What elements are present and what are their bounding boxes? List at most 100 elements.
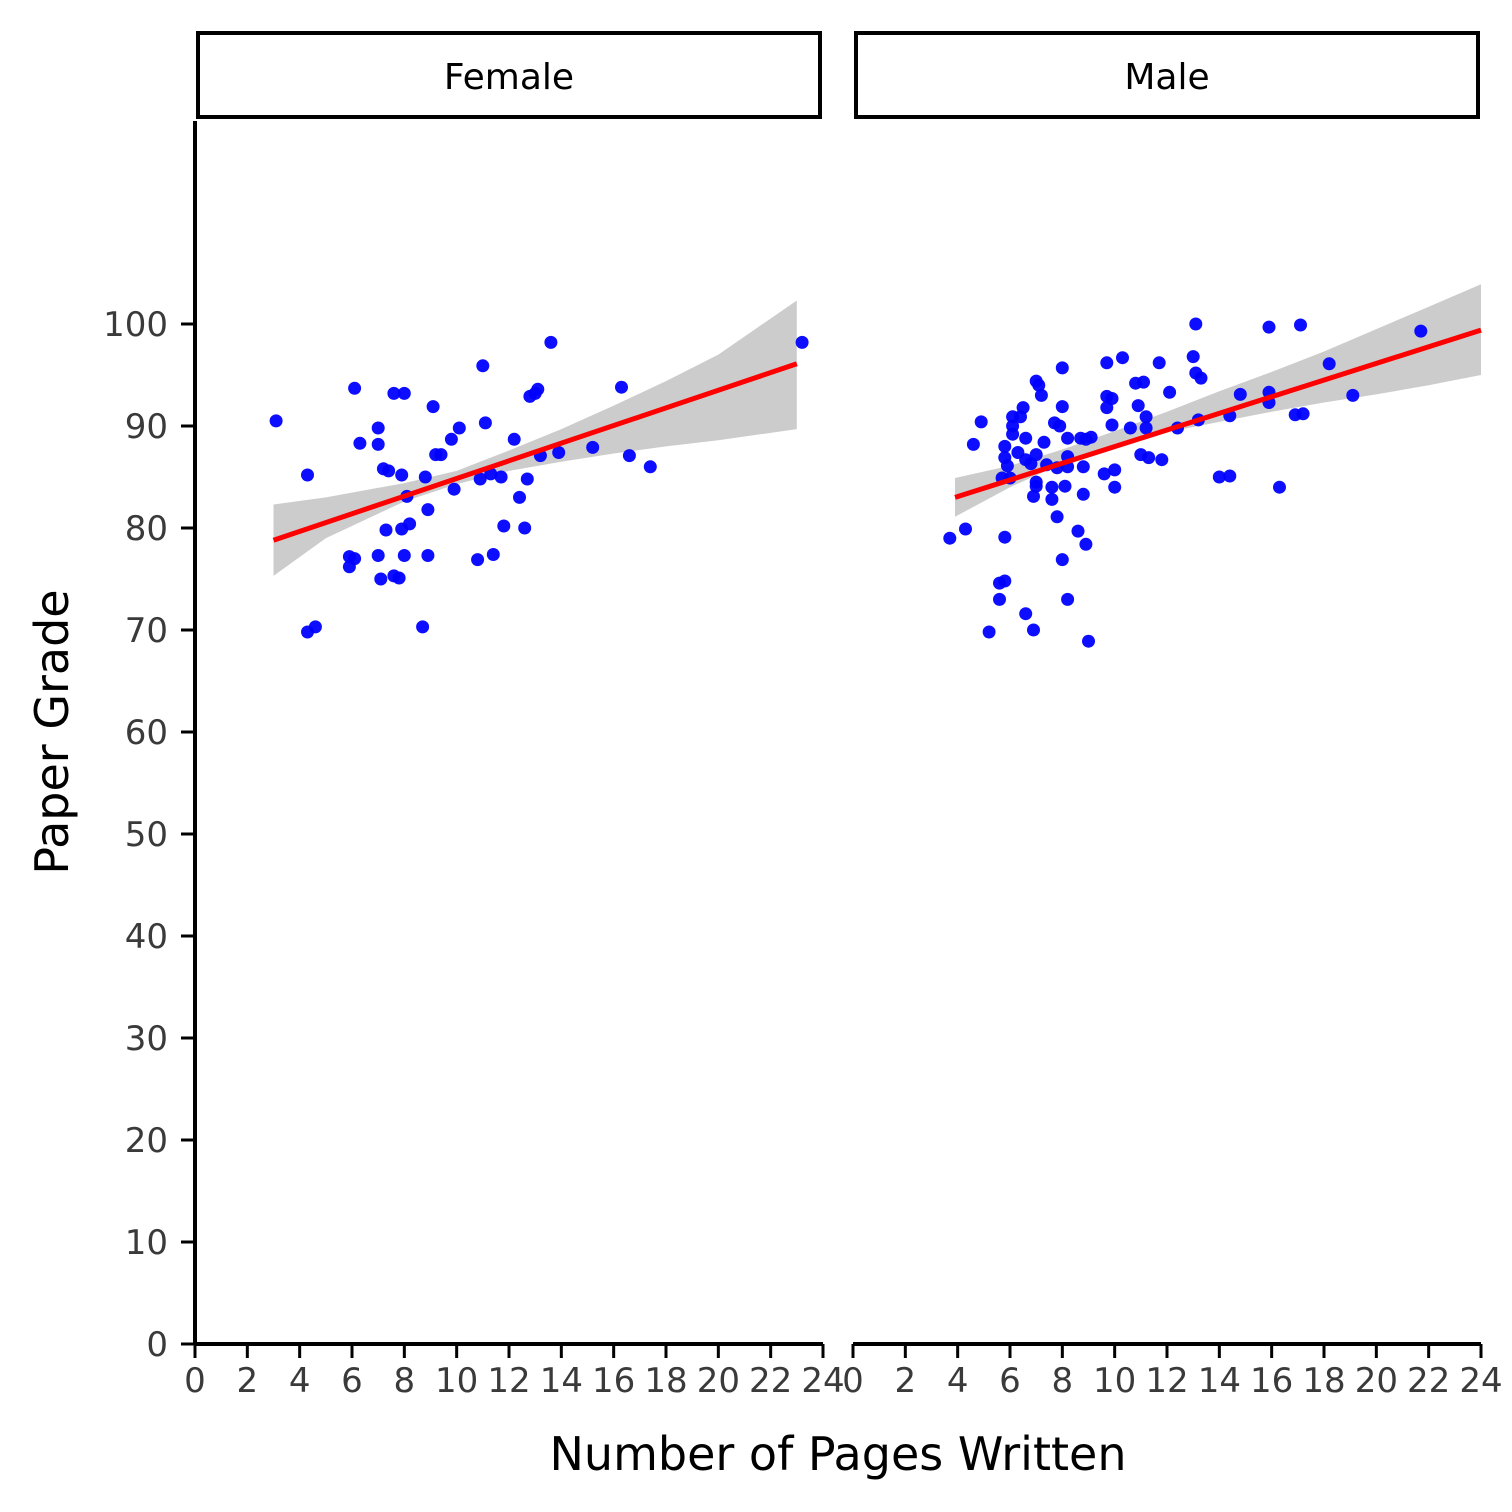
data-point	[1186, 350, 1200, 364]
data-point	[1273, 480, 1286, 494]
x-tick-label: 8	[1052, 1361, 1074, 1401]
data-point	[1027, 623, 1040, 637]
data-point	[452, 421, 466, 435]
data-point	[494, 470, 508, 484]
data-point	[403, 517, 417, 531]
data-point	[1027, 489, 1040, 503]
data-point	[395, 468, 409, 482]
data-point	[531, 382, 545, 396]
data-point	[1131, 399, 1145, 413]
x-tick-label: 20	[1355, 1361, 1398, 1401]
data-point	[1262, 320, 1276, 334]
y-tick-label: 0	[146, 1325, 168, 1365]
data-point	[1006, 427, 1020, 441]
data-point	[998, 574, 1012, 588]
data-point	[943, 531, 957, 545]
data-point	[1108, 463, 1122, 477]
data-point	[269, 414, 283, 428]
data-point	[1223, 469, 1237, 483]
data-point	[348, 552, 362, 566]
data-point	[434, 448, 448, 462]
data-point	[1058, 479, 1072, 493]
data-point	[1100, 356, 1114, 370]
x-tick-label: 24	[801, 1361, 844, 1401]
data-point	[1139, 410, 1153, 424]
y-axis: 0 10 20 30 40 50 60 70 80 90 100	[103, 121, 197, 1365]
x-tick-label: 4	[947, 1361, 969, 1401]
data-point	[1055, 361, 1069, 375]
facet-strip-label: Male	[1124, 57, 1209, 98]
data-point	[1084, 430, 1098, 444]
data-point	[1139, 421, 1153, 435]
data-point	[421, 549, 435, 562]
y-tick-label: 10	[125, 1223, 168, 1263]
data-point	[982, 625, 996, 639]
y-tick-label: 60	[125, 713, 168, 753]
data-point	[1233, 387, 1247, 401]
x-tick-label: 22	[1407, 1361, 1450, 1401]
x-tick-label: 6	[999, 1361, 1021, 1401]
data-point	[1071, 524, 1085, 538]
data-point	[371, 549, 385, 562]
data-point	[382, 464, 396, 478]
data-point	[1108, 480, 1122, 494]
x-tick-label: 16	[592, 1361, 635, 1401]
y-tick-label: 100	[103, 305, 168, 345]
data-point	[795, 335, 809, 349]
data-point	[552, 446, 566, 459]
data-point	[1016, 401, 1030, 415]
data-point	[444, 432, 458, 446]
x-tick-label: 6	[341, 1361, 363, 1401]
data-point	[1079, 537, 1093, 551]
data-point	[1019, 431, 1033, 445]
y-axis-title: Paper Grade	[25, 589, 79, 874]
x-tick-label: 10	[435, 1361, 478, 1401]
data-point	[497, 519, 511, 533]
data-point	[1000, 459, 1014, 473]
data-point	[371, 437, 385, 451]
data-point	[1029, 479, 1043, 493]
data-point	[387, 386, 401, 400]
x-tick-label: 22	[749, 1361, 792, 1401]
data-point	[1322, 357, 1336, 371]
x-tick-label: 0	[842, 1361, 864, 1401]
data-point	[353, 436, 367, 450]
y-tick-label: 80	[125, 509, 168, 549]
data-point	[520, 472, 534, 486]
y-tick-label: 30	[125, 1019, 168, 1059]
x-tick-label: 2	[895, 1361, 917, 1401]
x-tick-label: 4	[289, 1361, 311, 1401]
data-point	[418, 470, 432, 484]
data-point	[308, 620, 322, 634]
data-point	[371, 421, 385, 435]
regression-line	[954, 327, 1482, 500]
data-point	[397, 386, 411, 400]
data-point	[1061, 592, 1075, 606]
data-point	[518, 521, 532, 535]
data-point	[1346, 388, 1360, 402]
data-point	[998, 530, 1012, 544]
regression-line	[272, 361, 798, 543]
data-point	[1076, 460, 1090, 474]
data-point	[586, 440, 600, 454]
data-point	[1061, 431, 1075, 445]
confidence-band	[955, 284, 1481, 517]
x-tick-label: 18	[1302, 1361, 1345, 1401]
data-point	[1189, 317, 1203, 331]
data-point	[1414, 324, 1428, 338]
data-point	[1194, 371, 1208, 385]
data-point	[622, 449, 636, 463]
data-point	[478, 416, 492, 430]
data-point	[993, 592, 1006, 606]
data-point	[1294, 318, 1307, 332]
data-point	[1045, 480, 1059, 494]
data-point	[1155, 453, 1169, 467]
data-point	[1105, 418, 1119, 432]
data-point	[416, 620, 430, 634]
data-point	[301, 468, 314, 482]
data-point	[1212, 470, 1226, 484]
data-point	[507, 432, 521, 446]
data-point	[1032, 378, 1046, 392]
data-point	[1152, 356, 1166, 370]
